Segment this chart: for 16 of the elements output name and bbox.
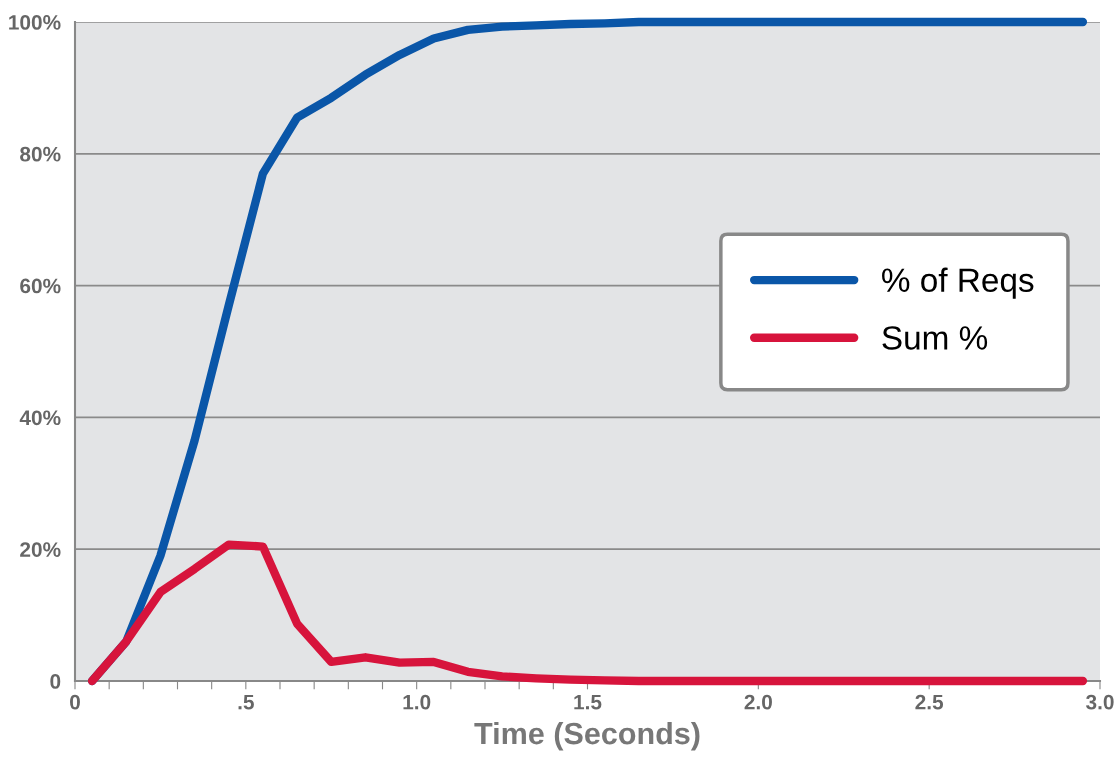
y-tick-label: 0 [50,674,61,689]
legend-label: % of Reqs [882,267,1034,299]
x-tick-label: 2.5 [915,694,944,710]
x-tick-label: 3.0 [1086,694,1114,710]
x-tick-label: 1.5 [574,694,602,710]
y-tick-label: 80% [20,146,61,162]
y-tick-label: 20% [20,542,61,557]
y-tick-label: 60% [20,278,61,294]
legend-label: Sum % [882,326,988,350]
y-tick-label: 100% [9,15,61,30]
x-tick-label: 1.0 [403,694,431,710]
x-axis-title: Time (Seconds) [474,721,700,751]
x-tick-label: 2.0 [744,694,772,710]
x-tick-label: 0 [70,694,80,710]
x-tick-label: .5 [238,694,254,710]
y-tick-label: 40% [19,410,61,426]
